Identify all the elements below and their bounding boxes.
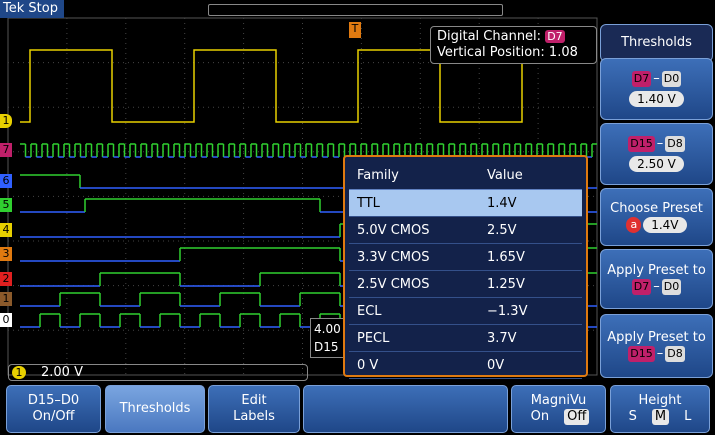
preset-table: Family Value TTL 1.4V 5.0V CMOS 2.5V 3.3V CMOS… bbox=[349, 161, 582, 379]
trigger-marker: T bbox=[349, 22, 361, 38]
range-to: D0 bbox=[661, 71, 682, 87]
option[interactable]: On bbox=[530, 409, 550, 424]
magnivu[interactable]: MagniVu On Off bbox=[511, 385, 606, 433]
cell: −1.3V bbox=[487, 303, 528, 319]
time-readout: 4.00 bbox=[314, 322, 341, 336]
status-bar: Tek Stop bbox=[0, 0, 64, 18]
preset-row[interactable]: 0 V 0V bbox=[349, 352, 582, 379]
height[interactable]: Height S M L bbox=[610, 385, 710, 433]
readout-label: Digital Channel: bbox=[437, 29, 542, 44]
knob: a bbox=[626, 217, 642, 233]
preset-row[interactable]: 5.0V CMOS 2.5V bbox=[349, 217, 582, 244]
channel-marker: 7 bbox=[0, 143, 12, 157]
cell: 0V bbox=[487, 357, 505, 373]
range-sep: – bbox=[656, 136, 664, 151]
cell: 2.5V bbox=[487, 222, 517, 238]
analog-trace bbox=[20, 49, 597, 123]
table-header: Family Value bbox=[349, 161, 582, 190]
channel-marker: 2 bbox=[0, 272, 12, 286]
btn-line1: D15–D0 bbox=[27, 393, 80, 408]
channel-marker: 1 bbox=[0, 292, 12, 306]
edit-labels[interactable]: Edit Labels bbox=[208, 385, 300, 433]
readout-channel: D7 bbox=[545, 30, 565, 43]
range-from: D7 bbox=[631, 279, 652, 295]
scale-value: 2.00 V bbox=[41, 365, 83, 380]
cell: ECL bbox=[357, 303, 382, 319]
apply-label: Apply Preset to bbox=[607, 330, 706, 345]
threshold-value: 2.50 V bbox=[629, 156, 684, 172]
range-to: D8 bbox=[665, 346, 685, 362]
range-to: D0 bbox=[661, 279, 682, 295]
d7-d0-threshold[interactable]: D7– D0 1.40 V bbox=[600, 58, 713, 120]
btn-line1: Edit bbox=[241, 393, 267, 408]
choose-label: Choose Preset bbox=[610, 201, 703, 216]
magnivu-title: MagniVu bbox=[530, 393, 587, 408]
cell: 2.5V CMOS bbox=[357, 276, 430, 292]
cell: PECL bbox=[357, 330, 390, 346]
range-to: D8 bbox=[665, 136, 685, 152]
height-title: Height bbox=[638, 393, 682, 408]
cell: 3.7V bbox=[487, 330, 517, 346]
cell: 1.65V bbox=[487, 249, 525, 265]
cell: 5.0V CMOS bbox=[357, 222, 430, 238]
preset-popup: Family Value TTL 1.4V 5.0V CMOS 2.5V 3.3V CMOS… bbox=[343, 155, 588, 379]
acq-status: Stop bbox=[28, 1, 58, 16]
apply-low[interactable]: Apply Preset to D7– D0 bbox=[600, 249, 713, 309]
channel-marker: 0 bbox=[0, 313, 12, 327]
magnivu-options: On Off bbox=[512, 409, 605, 425]
range-from: D15 bbox=[628, 346, 655, 362]
preset-row[interactable]: 3.3V CMOS 1.65V bbox=[349, 244, 582, 271]
side-menu: Thresholds D7– D0 1.40 V D15– D8 2.50 V Choo… bbox=[598, 22, 715, 382]
channel-marker: 4 bbox=[0, 223, 12, 237]
channel-marker: 6 bbox=[0, 174, 12, 188]
blank-btn bbox=[303, 385, 508, 433]
source-readout: D15 bbox=[314, 340, 339, 354]
option[interactable]: S bbox=[628, 409, 637, 424]
column-header: Family bbox=[357, 167, 399, 183]
cell: 1.4V bbox=[487, 195, 517, 211]
range-from: D7 bbox=[631, 71, 652, 87]
bottom-menu: D15–D0 On/Off Thresholds Edit Labels Magni… bbox=[0, 383, 715, 435]
option[interactable]: M bbox=[651, 409, 670, 425]
preset-value: 1.4V bbox=[643, 217, 687, 233]
brand: Tek bbox=[3, 1, 25, 16]
side-title: Thresholds bbox=[600, 24, 713, 62]
range-sep: – bbox=[656, 346, 664, 361]
btn-line2: On/Off bbox=[32, 409, 75, 424]
preset-row[interactable]: TTL 1.4V bbox=[349, 190, 582, 217]
cell: TTL bbox=[357, 195, 380, 211]
apply-high[interactable]: Apply Preset to D15– D8 bbox=[600, 314, 713, 378]
btn-line2: Labels bbox=[233, 409, 275, 424]
preset-row[interactable]: PECL 3.7V bbox=[349, 325, 582, 352]
preset-row[interactable]: ECL −1.3V bbox=[349, 298, 582, 325]
record-view bbox=[208, 4, 503, 16]
scale-channel: 1 bbox=[12, 366, 26, 379]
cell: 3.3V CMOS bbox=[357, 249, 430, 265]
choose-preset[interactable]: Choose Preset a 1.4V bbox=[600, 188, 713, 246]
cell: 0 V bbox=[357, 357, 379, 373]
readout: Digital Channel: D7 Vertical Position: 1… bbox=[430, 26, 597, 64]
range-sep: – bbox=[653, 279, 660, 294]
analog-marker: 1 bbox=[0, 114, 12, 128]
option[interactable]: Off bbox=[564, 409, 590, 425]
option[interactable]: L bbox=[684, 409, 692, 424]
range-sep: – bbox=[653, 71, 660, 86]
preset-row[interactable]: 2.5V CMOS 1.25V bbox=[349, 271, 582, 298]
readout-position: Vertical Position: 1.08 bbox=[437, 45, 578, 60]
d15-d8-threshold[interactable]: D15– D8 2.50 V bbox=[600, 123, 713, 185]
cell: 1.25V bbox=[487, 276, 525, 292]
threshold-value: 1.40 V bbox=[629, 91, 684, 107]
channel-marker: 3 bbox=[0, 247, 12, 261]
thresholds-btn[interactable]: Thresholds bbox=[105, 385, 205, 433]
range-from: D15 bbox=[628, 136, 655, 152]
btn-label: Thresholds bbox=[119, 401, 191, 416]
d15-d0-onoff[interactable]: D15–D0 On/Off bbox=[6, 385, 101, 433]
scale-readout: 1 2.00 V bbox=[8, 364, 308, 381]
column-header: Value bbox=[487, 167, 523, 183]
channel-marker: 5 bbox=[0, 198, 12, 212]
apply-label: Apply Preset to bbox=[607, 263, 706, 278]
